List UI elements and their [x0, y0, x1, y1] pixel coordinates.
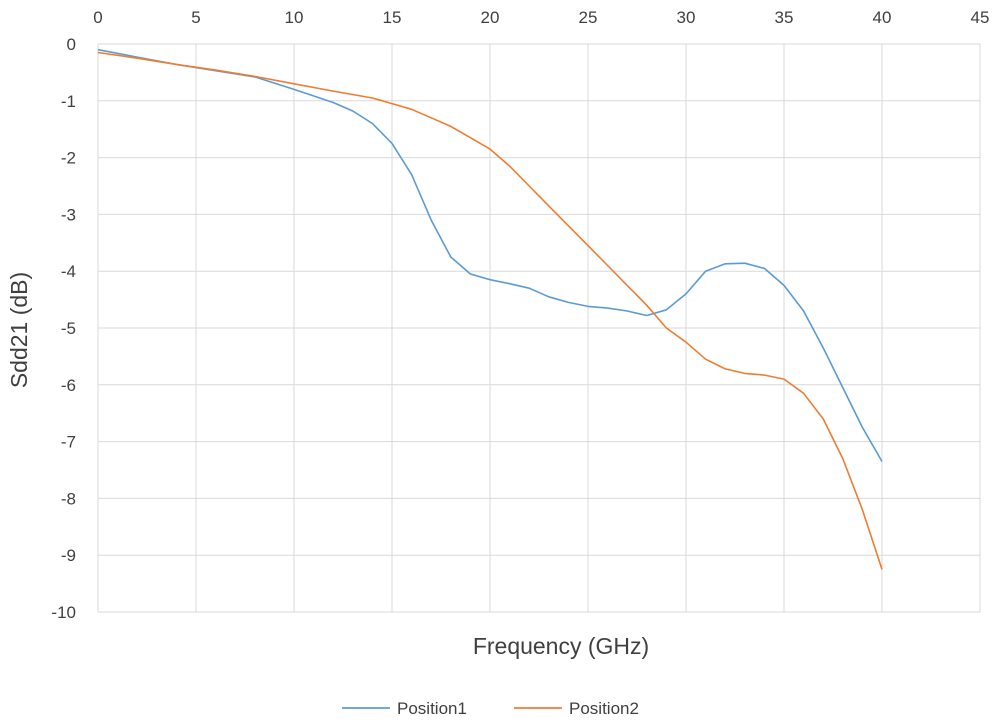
x-tick-label: 10	[285, 8, 304, 27]
y-tick-label: -3	[61, 205, 76, 224]
legend-label: Position2	[569, 699, 639, 718]
gridlines	[97, 43, 981, 613]
legend: Position1 Position2	[342, 699, 639, 718]
series-line-position1	[97, 48, 883, 462]
y-axis-tick-labels: 0 -1 -2 -3 -4 -5 -6 -7 -8 -9 -10	[51, 35, 76, 622]
y-tick-label: -5	[61, 319, 76, 338]
y-tick-label: -10	[51, 603, 76, 622]
x-tick-label: 40	[873, 8, 892, 27]
series-lines	[97, 48, 883, 570]
y-tick-label: -1	[61, 92, 76, 111]
x-axis-tick-labels: 0 5 10 15 20 25 30 35 40 45	[93, 8, 989, 27]
x-tick-label: 15	[383, 8, 402, 27]
x-axis-title: Frequency (GHz)	[473, 633, 649, 659]
y-tick-label: -8	[61, 489, 76, 508]
y-tick-label: -6	[61, 376, 76, 395]
x-tick-label: 20	[481, 8, 500, 27]
x-tick-label: 35	[775, 8, 794, 27]
legend-item-position2: Position2	[514, 699, 639, 718]
y-tick-label: -7	[61, 433, 76, 452]
y-tick-label: -4	[61, 262, 76, 281]
y-tick-label: 0	[67, 35, 76, 54]
legend-label: Position1	[397, 699, 467, 718]
y-tick-label: -2	[61, 149, 76, 168]
legend-item-position1: Position1	[342, 699, 467, 718]
x-tick-label: 25	[579, 8, 598, 27]
x-tick-label: 30	[677, 8, 696, 27]
y-axis-title: Sdd21 (dB)	[6, 272, 32, 388]
series-line-position2	[97, 51, 883, 570]
y-tick-label: -9	[61, 546, 76, 565]
x-tick-label: 5	[191, 8, 200, 27]
x-tick-label: 45	[971, 8, 990, 27]
x-tick-label: 0	[93, 8, 102, 27]
